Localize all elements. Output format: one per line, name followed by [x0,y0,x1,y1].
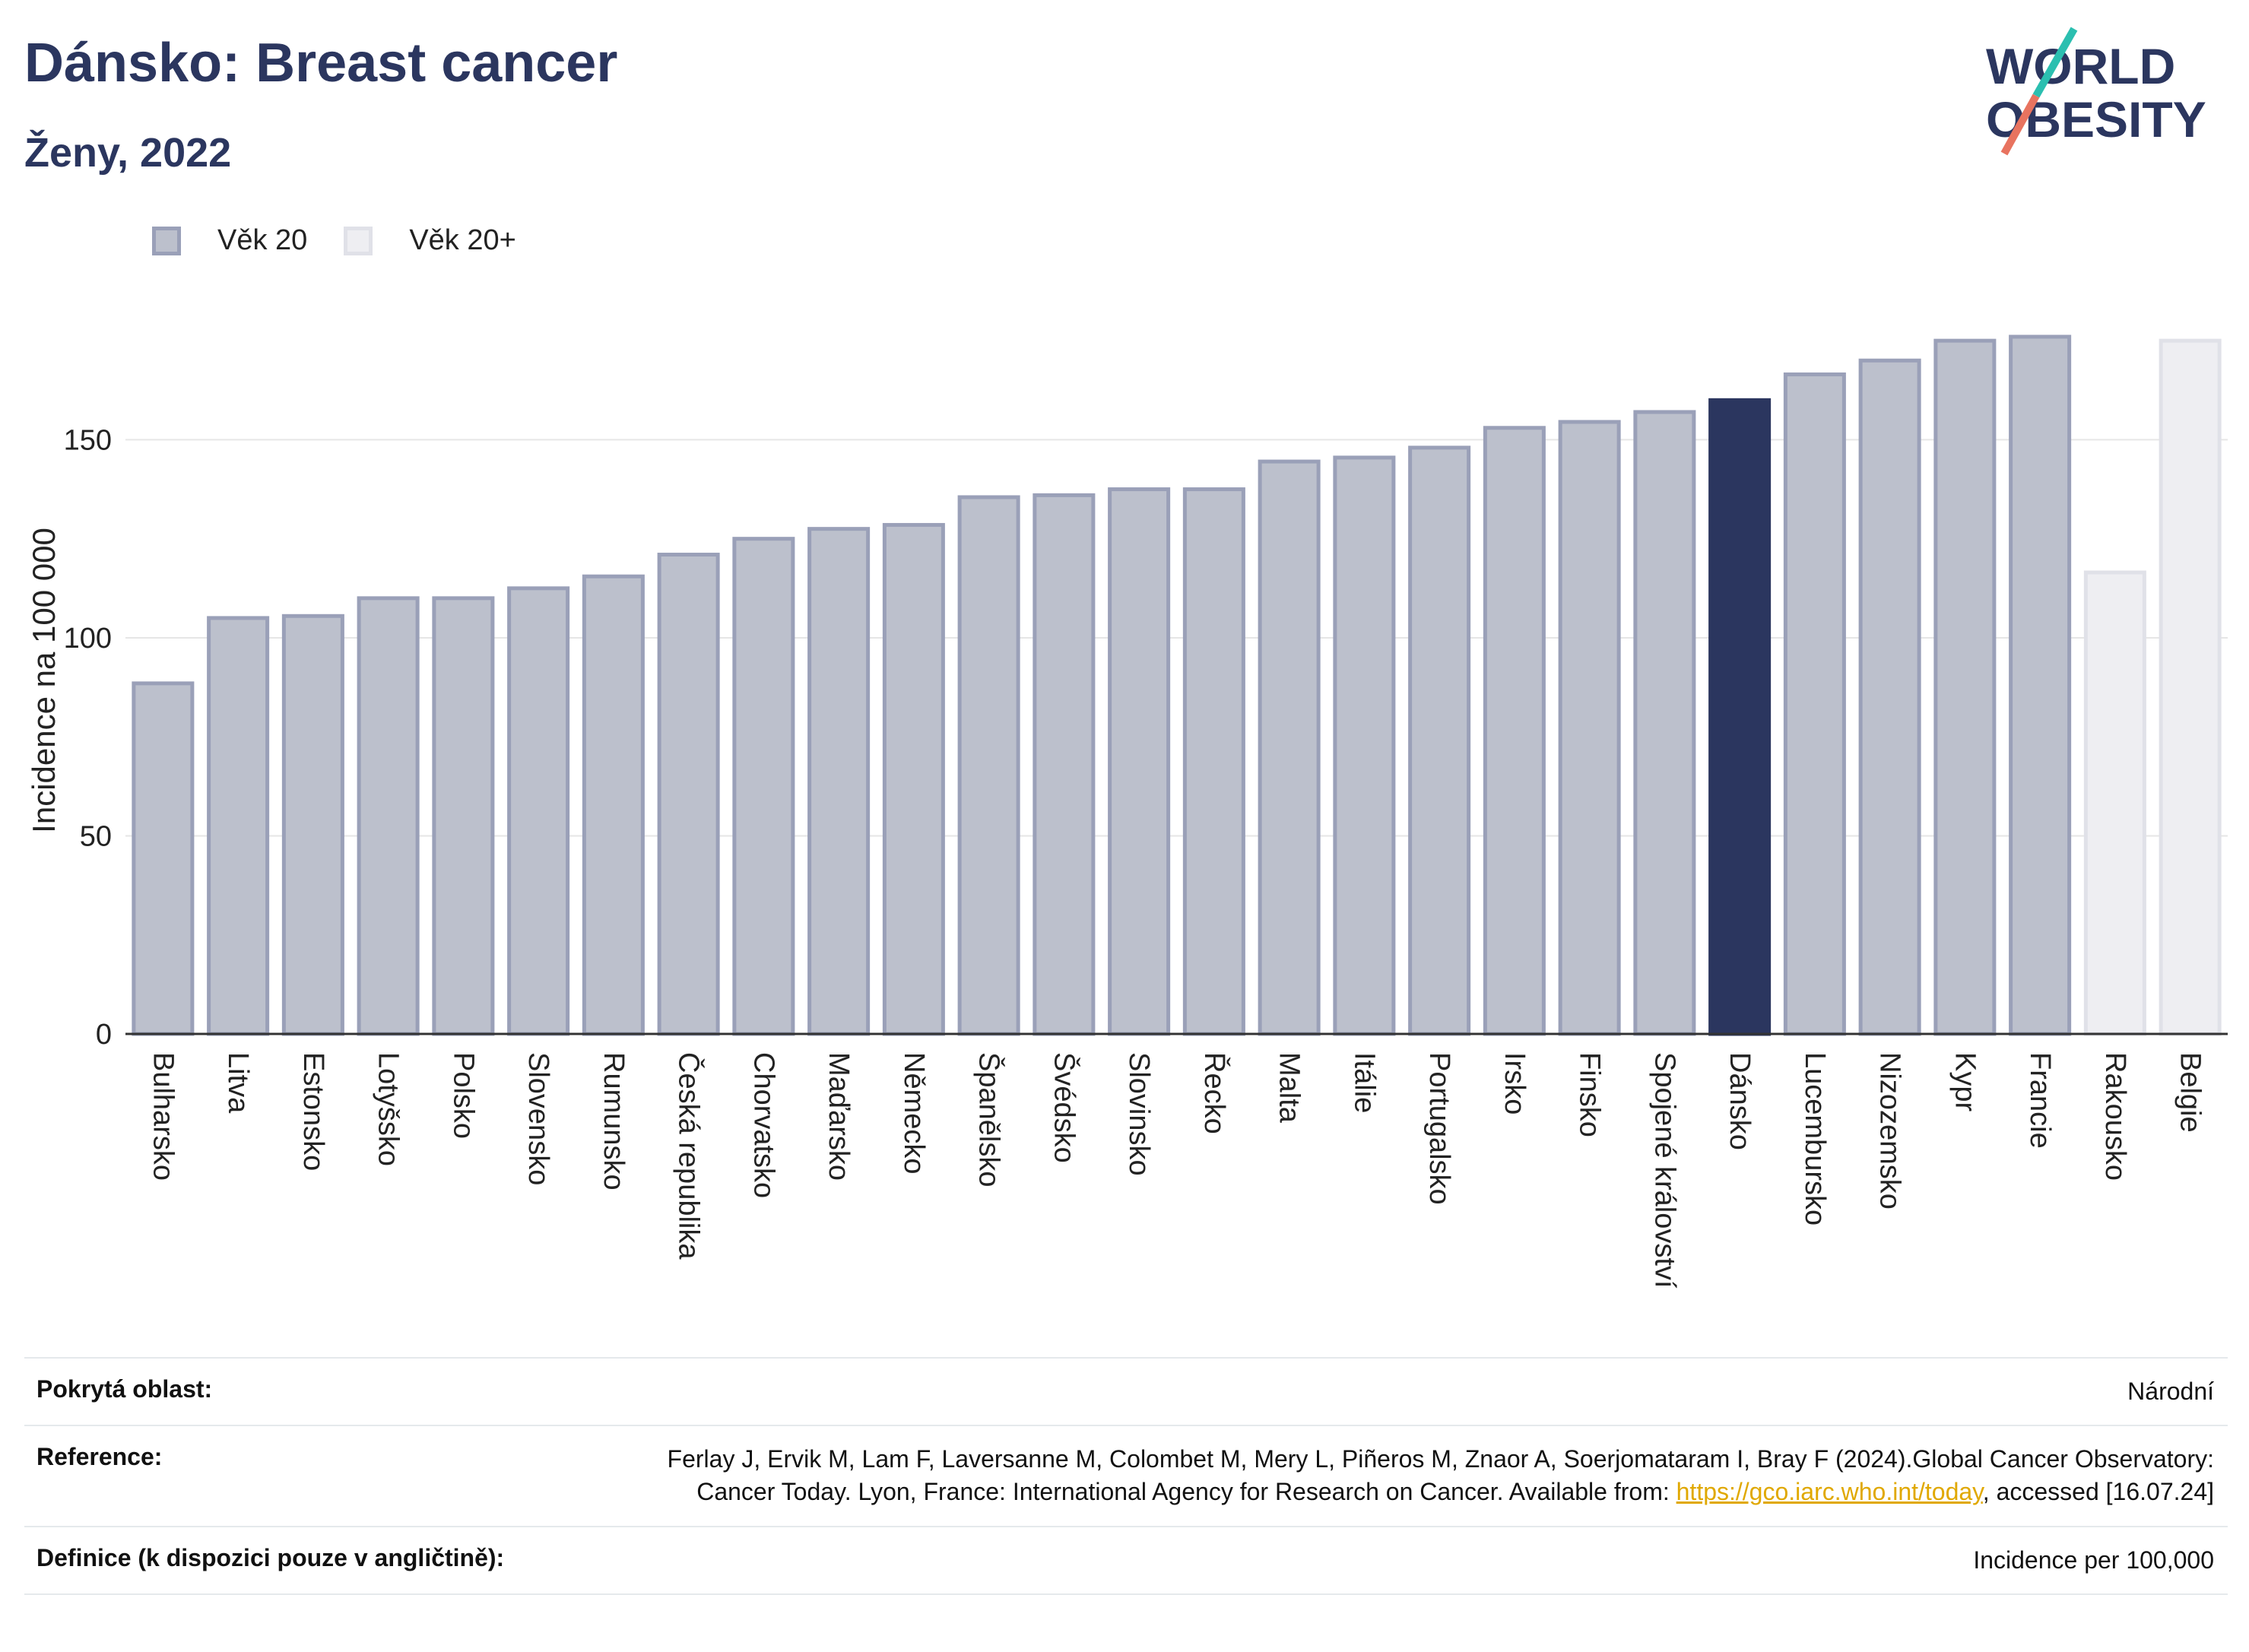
info-table: Pokrytá oblast: Národní Reference: Ferla… [24,1357,2228,1595]
x-tick-label: Francie [2024,1052,2056,1149]
y-axis-label: Incidence na 100 000 [26,528,62,833]
coverage-label: Pokrytá oblast: [36,1375,213,1403]
legend-label-vek20plus: Věk 20+ [409,224,516,256]
x-tick-label: Malta [1274,1052,1305,1124]
bar[interactable] [1333,455,1396,1036]
bar[interactable] [2159,338,2222,1036]
x-tick-label: Kypr [1949,1052,1981,1111]
bar[interactable] [207,616,270,1036]
x-tick-label: Rakousko [2099,1052,2131,1181]
x-tick-label: Řecko [1198,1052,1231,1134]
legend-item-vek20[interactable]: Věk 20 [152,224,307,257]
logo-line1: WORLD [1986,38,2175,94]
logo-slash-top [2032,27,2078,98]
coverage-value: Národní [2127,1378,2214,1405]
bar[interactable] [957,495,1020,1036]
page-title: Dánsko: Breast cancer [24,33,618,94]
y-tick-label: 0 [96,1019,112,1051]
bar[interactable] [507,586,570,1036]
x-tick-label: Estonsko [297,1052,329,1171]
bar[interactable] [281,614,344,1036]
bar[interactable] [582,574,645,1036]
bar[interactable] [1933,338,1997,1036]
reference-text: Ferlay J, Ervik M, Lam F, Laversanne M, … [667,1445,2214,1506]
bar[interactable] [1408,446,1471,1036]
bar[interactable] [2083,570,2146,1036]
bar[interactable] [1858,358,1921,1036]
legend-swatch-light [344,226,373,255]
bar[interactable] [882,522,945,1036]
info-row-reference: Reference: Ferlay J, Ervik M, Lam F, Lav… [24,1425,2228,1525]
x-tick-label: Česká republika [673,1052,706,1260]
bar-chart: 0 50 100 150 Incidence na 100 000 Bulharsko Li… [26,335,2228,1289]
world-obesity-logo: WORLD OBESITY [1986,27,2206,156]
x-tick-label: Spojené království [1648,1052,1680,1289]
y-tick-label: 150 [64,424,112,456]
bar[interactable] [1558,420,1621,1036]
reference-link[interactable]: https://gco.iarc.who.int/today [1676,1478,1983,1506]
x-tick-label: Švédsko [1048,1052,1081,1163]
x-tick-label: Itálie [1348,1052,1380,1113]
x-tick-label: Slovensko [522,1052,554,1185]
reference-label: Reference: [36,1443,163,1471]
bar[interactable] [132,681,195,1036]
bar[interactable] [432,596,495,1036]
x-tick-label: Španělsko [973,1052,1007,1187]
x-tick-label: Bulharsko [147,1052,179,1181]
x-tick-label: Dánsko [1724,1052,1756,1150]
bar[interactable] [807,527,871,1036]
x-tick-label: Slovinsko [1123,1052,1155,1176]
bar[interactable] [1783,372,1846,1036]
y-tick-label: 100 [64,623,112,655]
x-tick-label: Rumunsko [598,1052,630,1191]
bar[interactable] [1483,426,1546,1036]
x-tick-label: Irsko [1499,1052,1531,1115]
bar[interactable] [1033,493,1096,1036]
x-tick-label: Maďarsko [823,1052,855,1181]
x-tick-label: Německo [898,1052,930,1175]
x-tick-label: Nizozemsko [1874,1052,1906,1210]
x-tick-label: Portugalsko [1423,1052,1455,1205]
logo-slash-bottom [2000,94,2040,156]
bar[interactable] [2009,335,2072,1036]
chart-legend: Věk 20 Věk 20+ [152,224,553,257]
bar[interactable] [357,596,420,1036]
legend-label-vek20: Věk 20 [217,224,308,256]
bar[interactable] [657,553,720,1036]
info-row-coverage: Pokrytá oblast: Národní [24,1357,2228,1425]
bar[interactable] [1633,410,1696,1036]
x-tick-label: Belgie [2174,1052,2206,1133]
legend-swatch-dark [152,226,181,255]
x-tick-label: Finsko [1574,1052,1606,1137]
bar[interactable] [732,537,795,1036]
definition-value: Incidence per 100,000 [1973,1546,2214,1574]
legend-item-vek20plus[interactable]: Věk 20+ [344,224,516,257]
bar[interactable] [1258,459,1321,1036]
bar[interactable] [1708,398,1772,1036]
definition-label: Definice (k dispozici pouze v angličtině… [36,1543,505,1571]
x-tick-label: Litva [222,1052,254,1114]
x-tick-label: Polsko [447,1052,479,1139]
x-tick-label: Lucembursko [1799,1052,1831,1226]
bar[interactable] [1108,487,1171,1036]
x-tick-label: Lotyšsko [373,1052,404,1166]
bar[interactable] [1182,487,1245,1036]
info-row-definition: Definice (k dispozici pouze v angličtině… [24,1525,2228,1595]
y-tick-label: 50 [80,820,112,852]
page-subtitle: Ženy, 2022 [24,130,232,176]
reference-accessed: , accessed [16.07.24] [1982,1478,2214,1506]
reference-value: Ferlay J, Ervik M, Lam F, Laversanne M, … [617,1443,2214,1508]
x-tick-label: Chorvatsko [747,1052,779,1198]
